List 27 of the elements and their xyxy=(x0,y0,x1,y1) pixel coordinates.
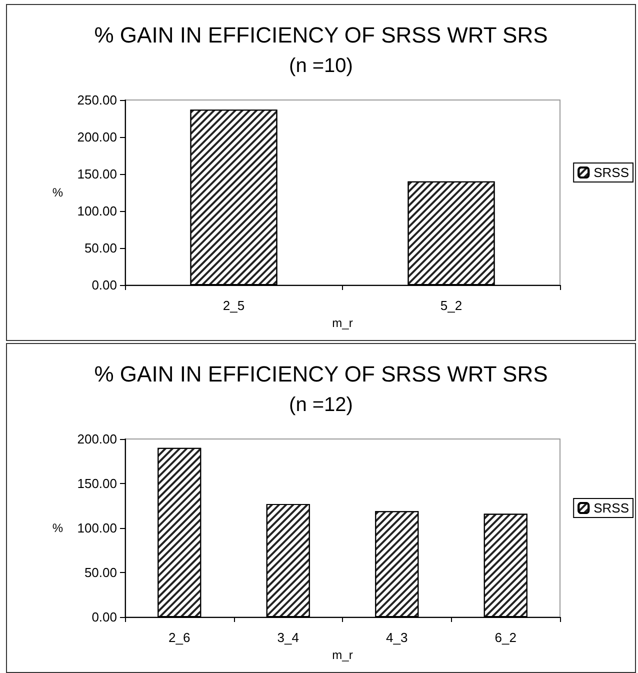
x-tick-label: 4_3 xyxy=(386,630,408,645)
y-tick-label: 50.00 xyxy=(84,240,117,256)
x-tick-label: 2_6 xyxy=(168,630,190,645)
x-tick-label: 3_4 xyxy=(277,630,299,645)
y-tick-label: 200.00 xyxy=(77,130,117,144)
y-tick-label: 50.00 xyxy=(84,565,117,580)
y-tick-label: 150.00 xyxy=(77,166,117,182)
chart-subtitle: (n =10) xyxy=(289,55,353,77)
x-tick-label: 6_2 xyxy=(494,630,516,645)
y-tick-label: 150.00 xyxy=(77,476,117,491)
y-tick-label: 100.00 xyxy=(77,520,117,536)
y-axis-title: % xyxy=(52,186,64,200)
x-tick-label: 2_5 xyxy=(222,298,245,313)
y-tick-label: 0.00 xyxy=(92,278,117,292)
y-tick-label: 0.00 xyxy=(92,610,117,624)
y-tick-label: 250.00 xyxy=(77,92,117,108)
chart-title: % GAIN IN EFFICIENCY OF SRSS WRT SRS xyxy=(94,362,548,386)
y-tick-label: 100.00 xyxy=(77,204,117,218)
x-axis-title: m_r xyxy=(332,316,353,330)
legend-label: SRSS xyxy=(594,165,630,180)
y-tick-label: 200.00 xyxy=(77,432,117,446)
x-tick-label: 5_2 xyxy=(440,298,462,313)
chart-title: % GAIN IN EFFICIENCY OF SRSS WRT SRS xyxy=(94,22,548,48)
legend-label: SRSS xyxy=(594,500,630,516)
x-axis-title: m_r xyxy=(332,648,353,662)
y-axis-title: % xyxy=(52,521,64,535)
chart-subtitle: (n =12) xyxy=(289,394,353,416)
